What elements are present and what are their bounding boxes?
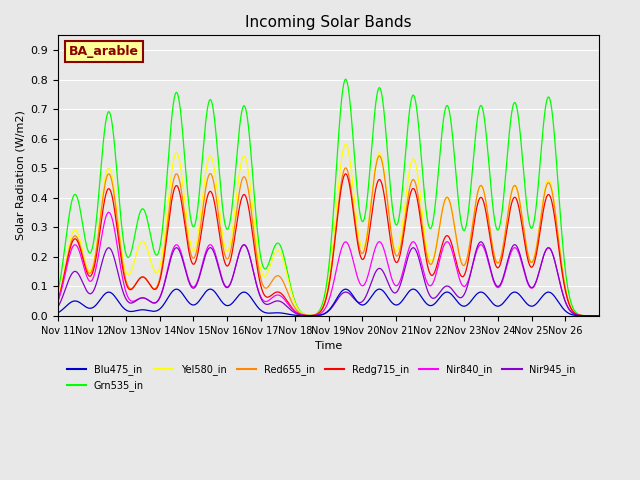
Title: Incoming Solar Bands: Incoming Solar Bands [245, 15, 412, 30]
Y-axis label: Solar Radiation (W/m2): Solar Radiation (W/m2) [15, 110, 25, 240]
Legend: Blu475_in, Grn535_in, Yel580_in, Red655_in, Redg715_in, Nir840_in, Nir945_in: Blu475_in, Grn535_in, Yel580_in, Red655_… [63, 360, 580, 395]
Text: BA_arable: BA_arable [69, 45, 139, 58]
X-axis label: Time: Time [315, 341, 342, 351]
